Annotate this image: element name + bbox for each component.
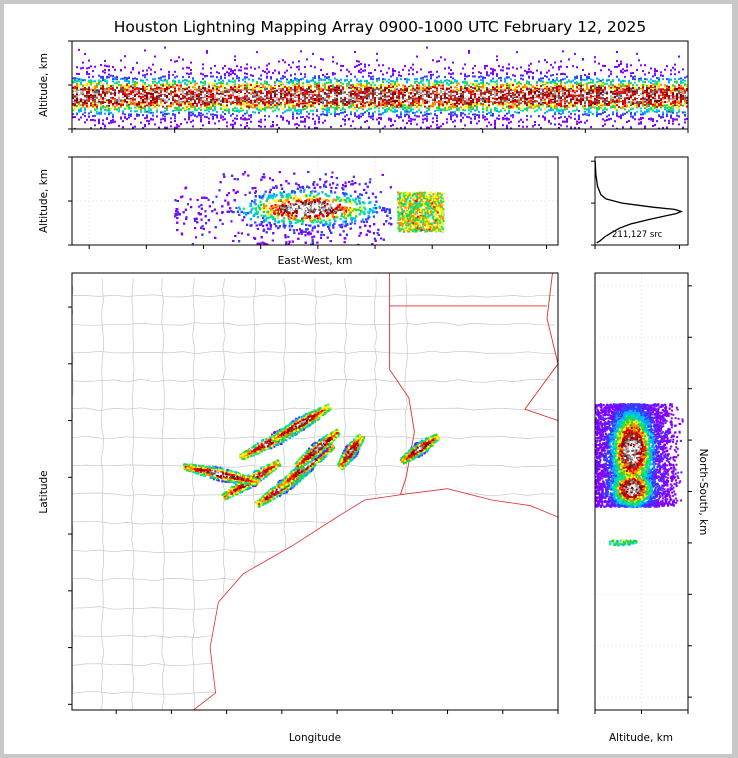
plan-view-xlabel: Longitude (289, 732, 341, 744)
plan-view-density (182, 403, 440, 508)
plan-view-axes-frame (71, 272, 559, 711)
county-and-state-map (72, 273, 558, 710)
time-height-panel: Altitude, km (38, 40, 689, 133)
ns-profile-ylabel: North-South, km (697, 449, 709, 536)
ew-height-xlabel: East-West, km (278, 255, 353, 267)
ns-profile-xlabel: Altitude, km (609, 732, 673, 744)
ns-profile-panel: Altitude, km North-South, km (594, 272, 709, 744)
ns-profile-density (595, 403, 684, 547)
lma-figure: Houston Lightning Mapping Array 0900-100… (38, 18, 709, 744)
plan-view-map-panel: Latitude Longitude (38, 272, 559, 744)
ew-height-density (174, 171, 445, 245)
time-height-ylabel: Altitude, km (38, 53, 50, 117)
histogram-axes-frame (594, 156, 689, 246)
source-count-label: 211,127 src (612, 230, 663, 240)
altitude-histogram-panel: 211,127 src (591, 156, 689, 249)
plan-view-ylabel: Latitude (38, 470, 50, 513)
coastline (193, 488, 558, 710)
ew-height-ylabel: Altitude, km (38, 169, 50, 233)
figure-title: Houston Lightning Mapping Array 0900-100… (114, 18, 647, 36)
state-border (389, 273, 415, 495)
ew-height-panel: Altitude, km East-West, km (38, 156, 559, 267)
altitude-histogram-line (595, 161, 684, 244)
figure-frame: Houston Lightning Mapping Array 0900-100… (4, 4, 732, 754)
time-height-density (72, 46, 688, 129)
